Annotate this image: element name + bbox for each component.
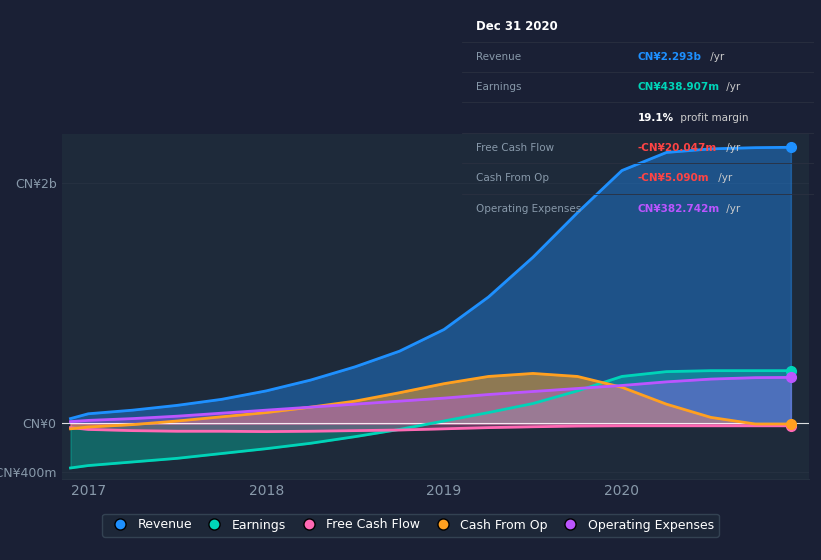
- Text: /yr: /yr: [723, 82, 741, 92]
- Text: -CN¥20.047m: -CN¥20.047m: [638, 143, 718, 153]
- Text: /yr: /yr: [723, 204, 741, 214]
- Text: profit margin: profit margin: [677, 113, 748, 123]
- Legend: Revenue, Earnings, Free Cash Flow, Cash From Op, Operating Expenses: Revenue, Earnings, Free Cash Flow, Cash …: [103, 514, 718, 536]
- Text: CN¥2.293b: CN¥2.293b: [638, 52, 702, 62]
- Text: CN¥382.742m: CN¥382.742m: [638, 204, 720, 214]
- Text: Revenue: Revenue: [476, 52, 521, 62]
- Text: -CN¥5.090m: -CN¥5.090m: [638, 174, 709, 184]
- Text: /yr: /yr: [715, 174, 732, 184]
- Text: Earnings: Earnings: [476, 82, 522, 92]
- Text: Operating Expenses: Operating Expenses: [476, 204, 581, 214]
- Text: /yr: /yr: [708, 52, 725, 62]
- Text: /yr: /yr: [723, 143, 741, 153]
- Text: CN¥438.907m: CN¥438.907m: [638, 82, 720, 92]
- Text: Cash From Op: Cash From Op: [476, 174, 549, 184]
- Text: 19.1%: 19.1%: [638, 113, 674, 123]
- Text: Free Cash Flow: Free Cash Flow: [476, 143, 554, 153]
- Text: Dec 31 2020: Dec 31 2020: [476, 20, 558, 33]
